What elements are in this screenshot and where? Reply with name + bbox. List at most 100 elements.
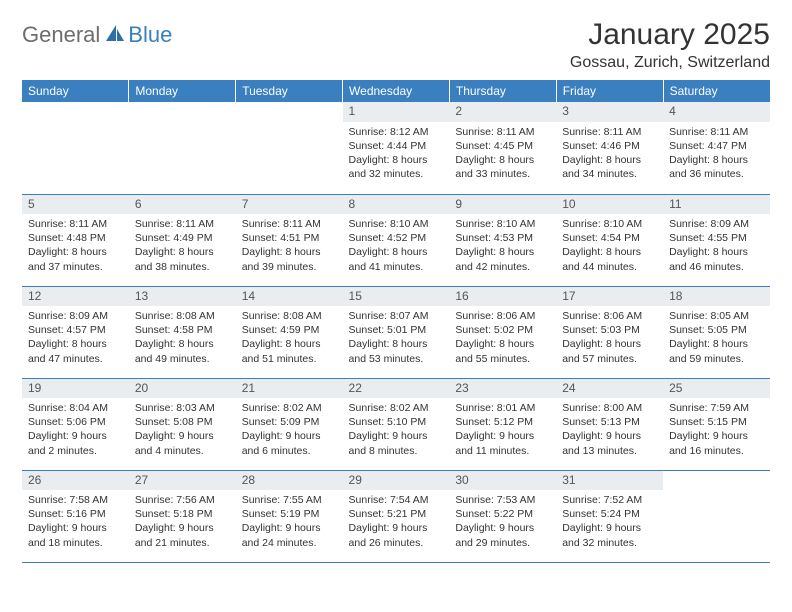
day-number: 1: [343, 102, 450, 122]
sunrise-line: Sunrise: 8:06 AM: [562, 309, 657, 323]
day-details: Sunrise: 8:03 AMSunset: 5:08 PMDaylight:…: [129, 398, 236, 460]
sunrise-line: Sunrise: 8:02 AM: [349, 401, 444, 415]
sunset-line: Sunset: 5:15 PM: [669, 415, 764, 429]
sunset-line: Sunset: 5:06 PM: [28, 415, 123, 429]
day-details: Sunrise: 8:11 AMSunset: 4:45 PMDaylight:…: [449, 122, 556, 184]
calendar-day-cell: 29Sunrise: 7:54 AMSunset: 5:21 PMDayligh…: [343, 470, 450, 562]
day-number: 22: [343, 379, 450, 399]
sunrise-line: Sunrise: 8:11 AM: [562, 125, 657, 139]
daylight-line: Daylight: 9 hours and 13 minutes.: [562, 429, 657, 457]
daylight-line: Daylight: 8 hours and 36 minutes.: [669, 153, 764, 181]
sunset-line: Sunset: 4:44 PM: [349, 139, 444, 153]
calendar-day-cell: 6Sunrise: 8:11 AMSunset: 4:49 PMDaylight…: [129, 194, 236, 286]
weekday-header: Friday: [556, 80, 663, 102]
calendar-day-cell: [129, 102, 236, 194]
daylight-line: Daylight: 8 hours and 47 minutes.: [28, 337, 123, 365]
sunrise-line: Sunrise: 8:04 AM: [28, 401, 123, 415]
calendar-day-cell: 21Sunrise: 8:02 AMSunset: 5:09 PMDayligh…: [236, 378, 343, 470]
day-details: Sunrise: 8:11 AMSunset: 4:46 PMDaylight:…: [556, 122, 663, 184]
daylight-line: Daylight: 8 hours and 38 minutes.: [135, 245, 230, 273]
sunrise-line: Sunrise: 8:00 AM: [562, 401, 657, 415]
day-details: Sunrise: 7:53 AMSunset: 5:22 PMDaylight:…: [449, 490, 556, 552]
day-number: 29: [343, 471, 450, 491]
brand-logo: General Blue: [22, 18, 172, 48]
sunset-line: Sunset: 4:46 PM: [562, 139, 657, 153]
sunrise-line: Sunrise: 8:08 AM: [242, 309, 337, 323]
day-details: Sunrise: 8:07 AMSunset: 5:01 PMDaylight:…: [343, 306, 450, 368]
sunrise-line: Sunrise: 8:10 AM: [349, 217, 444, 231]
sunrise-line: Sunrise: 8:12 AM: [349, 125, 444, 139]
weekday-header: Saturday: [663, 80, 770, 102]
daylight-line: Daylight: 8 hours and 39 minutes.: [242, 245, 337, 273]
daylight-line: Daylight: 8 hours and 42 minutes.: [455, 245, 550, 273]
sunrise-line: Sunrise: 8:06 AM: [455, 309, 550, 323]
sunrise-line: Sunrise: 8:11 AM: [455, 125, 550, 139]
sunrise-line: Sunrise: 7:53 AM: [455, 493, 550, 507]
sunset-line: Sunset: 5:02 PM: [455, 323, 550, 337]
calendar-week-row: 26Sunrise: 7:58 AMSunset: 5:16 PMDayligh…: [22, 470, 770, 562]
sunrise-line: Sunrise: 8:03 AM: [135, 401, 230, 415]
day-details: Sunrise: 8:02 AMSunset: 5:10 PMDaylight:…: [343, 398, 450, 460]
daylight-line: Daylight: 9 hours and 8 minutes.: [349, 429, 444, 457]
sunset-line: Sunset: 4:55 PM: [669, 231, 764, 245]
sunset-line: Sunset: 5:18 PM: [135, 507, 230, 521]
calendar-day-cell: 24Sunrise: 8:00 AMSunset: 5:13 PMDayligh…: [556, 378, 663, 470]
daylight-line: Daylight: 8 hours and 41 minutes.: [349, 245, 444, 273]
sunset-line: Sunset: 4:52 PM: [349, 231, 444, 245]
calendar-day-cell: 27Sunrise: 7:56 AMSunset: 5:18 PMDayligh…: [129, 470, 236, 562]
day-number: [129, 102, 236, 106]
daylight-line: Daylight: 9 hours and 18 minutes.: [28, 521, 123, 549]
calendar-day-cell: 1Sunrise: 8:12 AMSunset: 4:44 PMDaylight…: [343, 102, 450, 194]
day-number: 17: [556, 287, 663, 307]
day-details: Sunrise: 8:06 AMSunset: 5:03 PMDaylight:…: [556, 306, 663, 368]
calendar-day-cell: 19Sunrise: 8:04 AMSunset: 5:06 PMDayligh…: [22, 378, 129, 470]
calendar-table: Sunday Monday Tuesday Wednesday Thursday…: [22, 80, 770, 563]
calendar-day-cell: 31Sunrise: 7:52 AMSunset: 5:24 PMDayligh…: [556, 470, 663, 562]
daylight-line: Daylight: 8 hours and 37 minutes.: [28, 245, 123, 273]
sunset-line: Sunset: 5:16 PM: [28, 507, 123, 521]
calendar-day-cell: 30Sunrise: 7:53 AMSunset: 5:22 PMDayligh…: [449, 470, 556, 562]
sunrise-line: Sunrise: 8:11 AM: [242, 217, 337, 231]
daylight-line: Daylight: 8 hours and 59 minutes.: [669, 337, 764, 365]
day-details: Sunrise: 8:02 AMSunset: 5:09 PMDaylight:…: [236, 398, 343, 460]
calendar-day-cell: 7Sunrise: 8:11 AMSunset: 4:51 PMDaylight…: [236, 194, 343, 286]
sunrise-line: Sunrise: 7:56 AM: [135, 493, 230, 507]
weekday-header: Tuesday: [236, 80, 343, 102]
day-number: 9: [449, 195, 556, 215]
day-number: 20: [129, 379, 236, 399]
daylight-line: Daylight: 8 hours and 55 minutes.: [455, 337, 550, 365]
day-details: Sunrise: 8:09 AMSunset: 4:57 PMDaylight:…: [22, 306, 129, 368]
day-number: 10: [556, 195, 663, 215]
calendar-day-cell: 10Sunrise: 8:10 AMSunset: 4:54 PMDayligh…: [556, 194, 663, 286]
daylight-line: Daylight: 9 hours and 6 minutes.: [242, 429, 337, 457]
day-number: 7: [236, 195, 343, 215]
day-details: Sunrise: 8:08 AMSunset: 4:59 PMDaylight:…: [236, 306, 343, 368]
day-details: Sunrise: 7:54 AMSunset: 5:21 PMDaylight:…: [343, 490, 450, 552]
sail-icon: [104, 23, 126, 48]
sunset-line: Sunset: 5:10 PM: [349, 415, 444, 429]
page-header: General Blue January 2025 Gossau, Zurich…: [22, 18, 770, 72]
weekday-header: Monday: [129, 80, 236, 102]
day-details: Sunrise: 8:10 AMSunset: 4:52 PMDaylight:…: [343, 214, 450, 276]
daylight-line: Daylight: 9 hours and 26 minutes.: [349, 521, 444, 549]
day-number: 31: [556, 471, 663, 491]
sunrise-line: Sunrise: 7:58 AM: [28, 493, 123, 507]
calendar-day-cell: 8Sunrise: 8:10 AMSunset: 4:52 PMDaylight…: [343, 194, 450, 286]
daylight-line: Daylight: 8 hours and 49 minutes.: [135, 337, 230, 365]
weekday-header: Sunday: [22, 80, 129, 102]
calendar-day-cell: 3Sunrise: 8:11 AMSunset: 4:46 PMDaylight…: [556, 102, 663, 194]
sunset-line: Sunset: 4:49 PM: [135, 231, 230, 245]
day-number: 19: [22, 379, 129, 399]
calendar-week-row: 1Sunrise: 8:12 AMSunset: 4:44 PMDaylight…: [22, 102, 770, 194]
day-details: Sunrise: 8:08 AMSunset: 4:58 PMDaylight:…: [129, 306, 236, 368]
day-number: 6: [129, 195, 236, 215]
calendar-day-cell: 11Sunrise: 8:09 AMSunset: 4:55 PMDayligh…: [663, 194, 770, 286]
sunset-line: Sunset: 4:45 PM: [455, 139, 550, 153]
day-number: 13: [129, 287, 236, 307]
day-details: Sunrise: 8:12 AMSunset: 4:44 PMDaylight:…: [343, 122, 450, 184]
calendar-page: General Blue January 2025 Gossau, Zurich…: [0, 0, 792, 573]
day-details: Sunrise: 7:52 AMSunset: 5:24 PMDaylight:…: [556, 490, 663, 552]
day-number: 3: [556, 102, 663, 122]
day-details: Sunrise: 7:58 AMSunset: 5:16 PMDaylight:…: [22, 490, 129, 552]
calendar-day-cell: 9Sunrise: 8:10 AMSunset: 4:53 PMDaylight…: [449, 194, 556, 286]
